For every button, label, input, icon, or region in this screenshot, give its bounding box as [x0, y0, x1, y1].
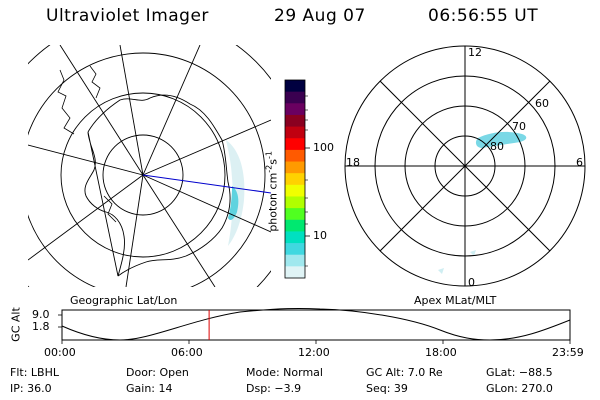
info-door: Door: Open	[126, 366, 189, 379]
colorbar-unit-label: photon cm-2s-1	[264, 151, 280, 232]
colorbar-cell	[285, 173, 305, 186]
mlt-caption: Apex MLat/MLT	[414, 294, 497, 307]
info-seq: Seq: 39	[366, 382, 408, 395]
altitude-ytick-high: 9.0	[32, 308, 50, 321]
mlt-hour-12: 12	[468, 46, 482, 59]
altitude-xtick: 06:00	[171, 346, 203, 359]
colorbar-cell	[285, 254, 305, 267]
noon-meridian	[142, 174, 271, 194]
altitude-ytick-low: 1.8	[32, 320, 50, 333]
colorbar-cell	[285, 184, 305, 197]
info-ip: IP: 36.0	[10, 382, 52, 395]
info-filter: Flt: LBHL	[10, 366, 59, 379]
colorbar-cell	[285, 138, 305, 151]
header-date: 29 Aug 07	[274, 6, 366, 26]
info-gc-alt: GC Alt: 7.0 Re	[366, 366, 443, 379]
colorbar-cell	[285, 196, 305, 209]
altitude-xtick: 00:00	[44, 346, 76, 359]
mlt-lat-60: 60	[535, 97, 549, 110]
altitude-xtick: 12:00	[298, 346, 330, 359]
geo-caption: Geographic Lat/Lon	[70, 294, 178, 307]
mlt-polar-plot	[344, 45, 586, 287]
orbit-altitude-curve	[61, 307, 571, 341]
info-glon: GLon: 270.0	[486, 382, 553, 395]
altitude-ylabel: GC Alt	[9, 307, 23, 342]
continent-outline	[84, 94, 231, 277]
mlt-lat-70: 70	[512, 120, 526, 133]
mlt-lat-80: 80	[490, 140, 504, 153]
colorbar-cell	[285, 243, 305, 256]
colorbar-cell	[285, 91, 305, 104]
altitude-plot	[58, 307, 571, 344]
colorbar-cell	[285, 103, 305, 116]
colorbar-cell	[285, 161, 305, 174]
colorbar-cell	[285, 126, 305, 139]
colorbar	[284, 79, 310, 279]
mlt-hour-6: 6	[576, 156, 583, 169]
info-mode: Mode: Normal	[246, 366, 323, 379]
colorbar-cell	[285, 208, 305, 221]
colorbar-tick-100: 100	[313, 141, 334, 154]
info-glat: GLat: −88.5	[486, 366, 553, 379]
instrument-title: Ultraviolet Imager	[46, 6, 209, 26]
colorbar-cell	[285, 114, 305, 128]
altitude-xtick: 23:59	[552, 346, 584, 359]
colorbar-cell	[285, 80, 305, 93]
colorbar-cell	[285, 149, 305, 163]
colorbar-cell	[285, 219, 305, 232]
info-gain: Gain: 14	[126, 382, 173, 395]
aurora-bright	[228, 186, 239, 220]
colorbar-tick-10: 10	[313, 229, 327, 242]
mlt-hour-0: 0	[468, 276, 475, 289]
colorbar-cell	[285, 231, 305, 244]
geographic-map	[28, 45, 271, 287]
mlt-hour-18: 18	[346, 156, 360, 169]
colorbar-cell	[285, 266, 305, 279]
header-time: 06:56:55 UT	[428, 6, 539, 26]
altitude-xtick: 18:00	[425, 346, 457, 359]
mlt-aurora	[475, 131, 527, 148]
info-dsp: Dsp: −3.9	[246, 382, 302, 395]
